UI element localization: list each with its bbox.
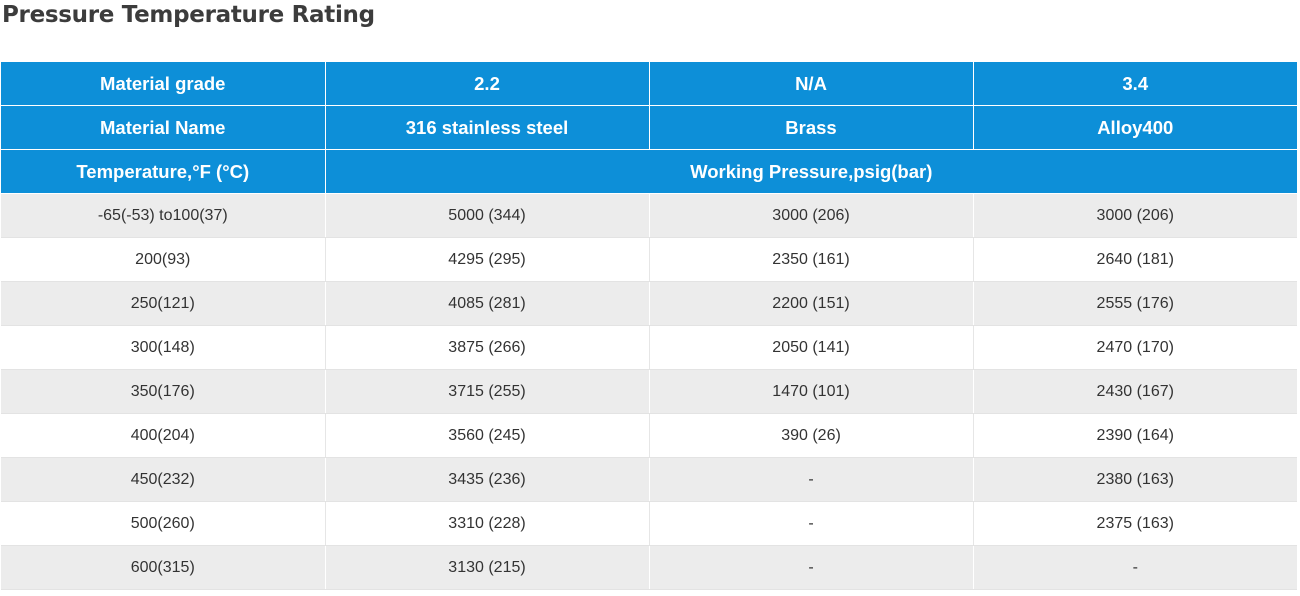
temperature-cell: 350(176) xyxy=(1,369,326,414)
pressure-cell: 4295 (295) xyxy=(325,237,650,282)
pressure-cell: 3715 (255) xyxy=(325,369,650,414)
pressure-cell: 3310 (228) xyxy=(325,501,650,546)
table-row: 450(232) 3435 (236) -2380 (163) xyxy=(1,457,1297,502)
table-row: 600(315) 3130 (215) - - xyxy=(1,545,1297,590)
table-row: -65(-53) to100(37) 5000 (344) 3000 (206) 30… xyxy=(1,193,1297,238)
page-title: Pressure Temperature Rating xyxy=(2,2,375,28)
pressure-cell: - xyxy=(649,501,974,546)
pressure-cell: 3435 (236) xyxy=(325,457,650,502)
table-row: 400(204) 3560 (245) 390 (26) 2390 (164) xyxy=(1,413,1297,458)
pressure-cell: 3875 (266) xyxy=(325,325,650,370)
material-name-cell: 316 stainless steel xyxy=(325,105,650,150)
pressure-cell: 390 (26) xyxy=(649,413,974,458)
temperature-cell: 200(93) xyxy=(1,237,326,282)
pressure-cell: 1470 (101) xyxy=(649,369,974,414)
temperature-cell: 500(260) xyxy=(1,501,326,546)
material-name-cell: Brass xyxy=(649,105,974,150)
material-grade-cell: 3.4 xyxy=(973,62,1297,106)
material-grade-header-row: Material grade 2.2 N/A 3.4 xyxy=(1,62,1297,106)
material-name-label: Material Name xyxy=(1,105,326,150)
material-name-cell: Alloy400 xyxy=(973,105,1297,150)
pressure-cell: 4085 (281) xyxy=(325,281,650,326)
pressure-cell: 2380 (163) xyxy=(973,457,1297,502)
temperature-cell: 250(121) xyxy=(1,281,326,326)
temperature-header-row: Temperature,°F (°C) Working Pressure,psi… xyxy=(1,149,1297,194)
pressure-cell: 2390 (164) xyxy=(973,413,1297,458)
pressure-cell: 2200 (151) xyxy=(649,281,974,326)
pressure-cell: 2640 (181) xyxy=(973,237,1297,282)
table-row: 350(176) 3715 (255) 1470 (101) 2430 (167) xyxy=(1,369,1297,414)
pressure-cell: 5000 (344) xyxy=(325,193,650,238)
material-name-header-row: Material Name 316 stainless steel Brass … xyxy=(1,105,1297,150)
pressure-cell: 2350 (161) xyxy=(649,237,974,282)
working-pressure-header: Working Pressure,psig(bar) xyxy=(325,149,1297,194)
pressure-temperature-table: Material grade 2.2 N/A 3.4 Material Name… xyxy=(1,62,1297,590)
pressure-cell: 2470 (170) xyxy=(973,325,1297,370)
table-row: 500(260) 3310 (228) -2375 (163) xyxy=(1,501,1297,546)
table-row: 300(148) 3875 (266) 2050 (141) 2470 (170) xyxy=(1,325,1297,370)
material-grade-cell: N/A xyxy=(649,62,974,106)
pressure-cell: 2430 (167) xyxy=(973,369,1297,414)
temperature-column-header: Temperature,°F (°C) xyxy=(1,149,326,194)
pressure-cell: 2050 (141) xyxy=(649,325,974,370)
pressure-cell: 3130 (215) xyxy=(325,545,650,590)
pressure-cell: 3560 (245) xyxy=(325,413,650,458)
temperature-cell: 300(148) xyxy=(1,325,326,370)
table-row: 200(93) 4295 (295) 2350 (161) 2640 (181) xyxy=(1,237,1297,282)
pressure-cell: - xyxy=(649,545,974,590)
pressure-cell: 2375 (163) xyxy=(973,501,1297,546)
temperature-cell: 400(204) xyxy=(1,413,326,458)
pressure-cell: - xyxy=(649,457,974,502)
pressure-cell: 2555 (176) xyxy=(973,281,1297,326)
temperature-cell: 600(315) xyxy=(1,545,326,590)
material-grade-cell: 2.2 xyxy=(325,62,650,106)
temperature-cell: -65(-53) to100(37) xyxy=(1,193,326,238)
pressure-cell: 3000 (206) xyxy=(649,193,974,238)
pressure-cell: 3000 (206) xyxy=(973,193,1297,238)
material-grade-label: Material grade xyxy=(1,62,326,106)
table-row: 250(121) 4085 (281) 2200 (151) 2555 (176) xyxy=(1,281,1297,326)
pressure-cell: - xyxy=(973,545,1297,590)
temperature-cell: 450(232) xyxy=(1,457,326,502)
